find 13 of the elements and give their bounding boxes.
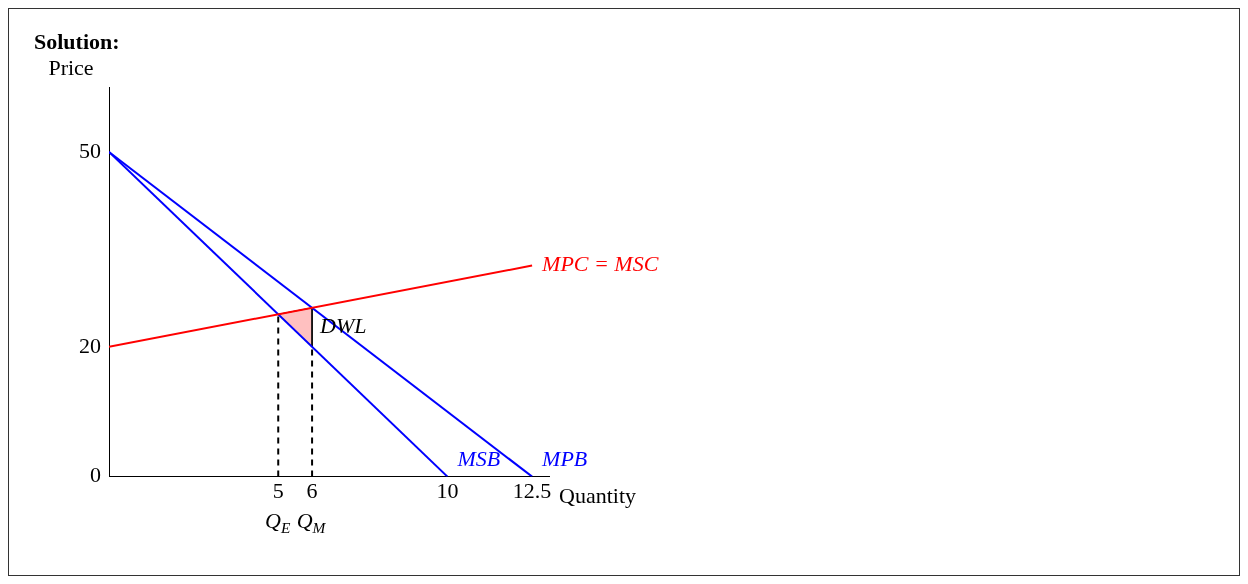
y-tick-label: 50 [79,137,101,163]
chart-title: Solution: [34,29,120,55]
x-tick-label: 5 [272,477,284,503]
y-tick-label: 0 [90,462,101,488]
series-label: MPC = MSC [541,251,659,277]
y-tick-label: 20 [79,332,101,358]
x-tick-label: 12.5 [512,477,552,503]
y-axis-title: Price [48,54,94,80]
x-axis-title: Quantity [559,483,636,509]
series-label: MPB [541,446,588,472]
x-tick-label: 6 [306,477,318,503]
series-label: MSB [456,446,501,472]
x-tick-label: 10 [436,477,459,503]
